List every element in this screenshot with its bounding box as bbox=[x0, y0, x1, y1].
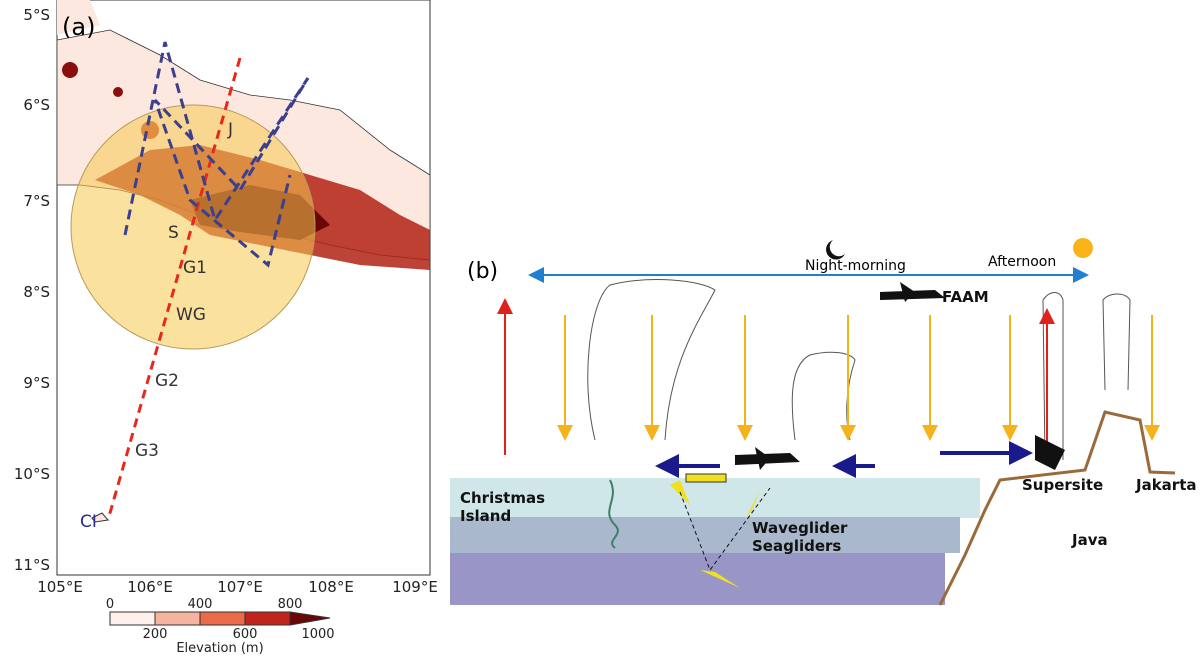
shape bbox=[792, 352, 855, 440]
shape bbox=[113, 87, 123, 97]
x-tick-label: 106°E bbox=[127, 578, 173, 596]
site-label: Jakarta bbox=[1135, 476, 1197, 494]
shape bbox=[450, 517, 960, 553]
x-tick-label: 105°E bbox=[37, 578, 83, 596]
figure: (a) 5°S 6°S 7°S 8°S 9°S 10°S 11°S 105°E … bbox=[0, 0, 1200, 655]
y-tick-label: 7°S bbox=[23, 192, 50, 210]
site-label: Supersite bbox=[1022, 476, 1103, 494]
colorbar-label: 200 bbox=[143, 627, 168, 642]
colorbar-label: 800 bbox=[278, 597, 303, 612]
site-label: S bbox=[168, 223, 179, 243]
site-label: WG bbox=[176, 305, 206, 325]
time-label: Afternoon bbox=[988, 254, 1056, 270]
shape bbox=[155, 612, 200, 625]
x-tick-label: 108°E bbox=[308, 578, 354, 596]
y-tick-label: 8°S bbox=[23, 283, 50, 301]
shape bbox=[1073, 238, 1093, 258]
group: 0 400 800 200 600 1000 Elevation (m) bbox=[106, 597, 335, 655]
shape bbox=[826, 240, 845, 260]
site-label: Island bbox=[460, 507, 511, 525]
aircraft-label: FAAM bbox=[942, 288, 989, 306]
region-label: Java bbox=[1071, 531, 1108, 549]
site-label: CI bbox=[80, 512, 97, 532]
shape bbox=[290, 612, 330, 625]
site-label: G1 bbox=[183, 258, 207, 278]
instrument-label: Waveglider bbox=[752, 519, 848, 537]
shape bbox=[1103, 294, 1130, 390]
time-label: Night-morning bbox=[805, 258, 906, 274]
x-tick-label: 107°E bbox=[217, 578, 263, 596]
colorbar-label: 400 bbox=[188, 597, 213, 612]
shape bbox=[110, 612, 155, 625]
colorbar-label: 1000 bbox=[301, 627, 334, 642]
y-tick-label: 5°S bbox=[23, 6, 50, 24]
group bbox=[565, 315, 1152, 437]
group bbox=[505, 302, 1047, 462]
shape bbox=[686, 474, 726, 482]
site-label: G2 bbox=[155, 371, 179, 391]
y-tick-label: 11°S bbox=[14, 556, 50, 574]
group bbox=[663, 453, 1025, 466]
shape bbox=[200, 612, 245, 625]
colorbar-label: 0 bbox=[106, 597, 114, 612]
instrument-label: Seagliders bbox=[752, 537, 841, 555]
shape bbox=[62, 62, 78, 78]
site-label: Christmas bbox=[460, 489, 545, 507]
panel-label: (a) bbox=[62, 13, 95, 41]
colorbar-title: Elevation (m) bbox=[176, 641, 263, 655]
shape bbox=[245, 612, 290, 625]
schematic-panel: (b) Night-morning Afternoon FAAM Christm… bbox=[450, 238, 1197, 605]
colorbar: 0 400 800 200 600 1000 Elevation (m) bbox=[106, 597, 335, 655]
site-label: G3 bbox=[135, 441, 159, 461]
map-panel: (a) 5°S 6°S 7°S 8°S 9°S 10°S 11°S 105°E … bbox=[14, 0, 438, 596]
y-tick-label: 10°S bbox=[14, 465, 50, 483]
site-label: J bbox=[227, 120, 233, 140]
shape bbox=[735, 447, 800, 470]
colorbar-label: 600 bbox=[233, 627, 258, 642]
y-tick-label: 6°S bbox=[23, 96, 50, 114]
panel-label: (b) bbox=[467, 259, 498, 284]
shape bbox=[450, 553, 945, 605]
x-tick-label: 109°E bbox=[392, 578, 438, 596]
shape bbox=[880, 282, 945, 302]
shape bbox=[1035, 435, 1065, 470]
y-tick-label: 9°S bbox=[23, 374, 50, 392]
